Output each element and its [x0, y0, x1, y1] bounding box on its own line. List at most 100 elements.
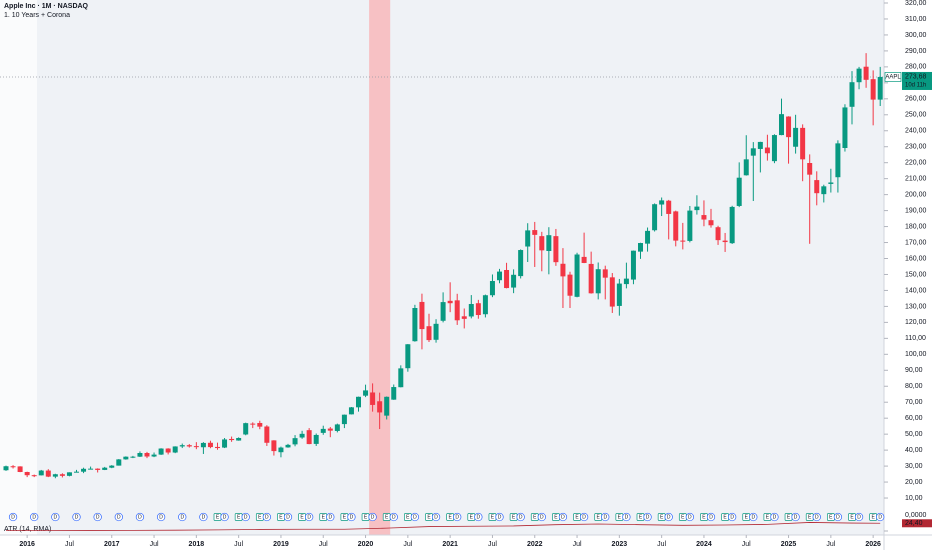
dividends-letter: D — [815, 515, 819, 521]
candle-body — [863, 66, 869, 80]
candle-body — [179, 445, 185, 447]
candle-body — [59, 474, 65, 476]
candle-body — [849, 82, 855, 107]
candle-body — [257, 422, 263, 427]
x-tick-label: Jul — [150, 541, 159, 548]
candle-body — [144, 452, 150, 457]
dividend-marker — [706, 512, 716, 522]
x-tick-label: Jul — [234, 541, 243, 548]
earnings-letter: E — [385, 515, 389, 521]
candle-body — [377, 401, 383, 413]
candle-body — [532, 230, 538, 235]
dividends-letter: D — [244, 515, 248, 521]
dividend-marker — [30, 512, 39, 522]
candle-body — [172, 446, 178, 453]
candle-body — [66, 472, 72, 476]
symbol-tag — [884, 72, 902, 82]
dividends-letter: D — [413, 515, 417, 521]
dividends-letter: D — [751, 515, 755, 521]
candle-body — [412, 308, 418, 342]
dividend-marker — [262, 512, 272, 522]
candle-body — [52, 474, 58, 477]
candle-body — [814, 180, 820, 194]
x-tick-label: Jul — [742, 541, 751, 548]
earnings-letter: E — [639, 515, 643, 521]
earnings-letter: E — [448, 515, 452, 521]
y-tick-label: 280,00 — [905, 64, 927, 71]
dividends-letter: D — [180, 515, 184, 521]
price-tag — [902, 71, 932, 90]
candle-body — [391, 387, 397, 400]
candle-body — [680, 240, 686, 242]
x-tick-label: Jul — [826, 541, 835, 548]
y-tick-label: 220,00 — [905, 160, 927, 167]
dividends-letter: D — [265, 515, 269, 521]
atr-value-label: 24,40 — [905, 520, 923, 527]
candle-body — [461, 316, 467, 319]
candle-body — [327, 428, 333, 431]
earnings-letter: E — [279, 515, 283, 521]
dividends-letter: D — [392, 515, 396, 521]
y-tick-label: 160,00 — [905, 255, 927, 262]
dividend-marker — [368, 512, 377, 522]
candle-body — [736, 177, 742, 206]
candle-body — [715, 227, 721, 241]
dividends-letter: D — [307, 515, 311, 521]
chart-title: Apple Inc · 1M · NASDAQ — [4, 3, 89, 10]
dividends-letter: D — [688, 515, 692, 521]
candle-body — [870, 79, 876, 100]
y-tick-label: 230,00 — [905, 144, 927, 151]
candle-body — [652, 204, 658, 231]
dividend-marker — [622, 512, 631, 522]
candle-body — [313, 434, 319, 444]
x-tick-label: Jul — [573, 541, 582, 548]
candle-body — [24, 472, 30, 476]
dividends-letter: D — [371, 515, 375, 521]
candle-body — [243, 423, 249, 435]
dividend-marker — [72, 512, 81, 522]
candle-body — [426, 326, 432, 341]
candle-body — [694, 206, 700, 211]
candle-body — [475, 303, 481, 316]
candle-body — [539, 236, 545, 251]
symbol-label: AAPL — [885, 75, 901, 81]
x-tick-label: Jul — [657, 541, 666, 548]
candle-body — [348, 407, 354, 415]
candle-body — [193, 446, 199, 448]
dividend-marker — [876, 512, 885, 522]
dividends-letter: D — [434, 515, 438, 521]
dividends-letter: D — [646, 515, 650, 521]
candle-body — [638, 243, 643, 252]
candle-body — [384, 396, 390, 416]
dividend-marker — [305, 512, 314, 522]
candle-body — [45, 470, 51, 477]
candle-body — [856, 68, 862, 83]
earnings-letter: E — [533, 515, 537, 521]
earnings-letter: E — [681, 515, 685, 521]
dividends-letter: D — [561, 515, 565, 521]
candle-body — [123, 456, 129, 460]
y-tick-label: 170,00 — [905, 239, 927, 246]
dividends-letter: D — [794, 515, 798, 521]
x-tick-label: Jul — [488, 541, 497, 548]
candle-body — [116, 459, 122, 466]
candle-body — [701, 215, 707, 220]
candle-body — [292, 438, 298, 445]
dividends-letter: D — [328, 515, 332, 521]
candle-body — [553, 236, 559, 263]
earnings-letter: E — [618, 515, 622, 521]
x-tick-label: 2019 — [273, 541, 289, 548]
earnings-letter: E — [597, 515, 601, 521]
y-tick-label: 180,00 — [905, 223, 927, 230]
dividend-marker — [220, 512, 229, 522]
atr-value-tag — [902, 519, 932, 528]
y-tick-label: 190,00 — [905, 207, 927, 214]
candle-body — [10, 466, 16, 468]
earnings-letter: E — [850, 515, 854, 521]
x-tick-label: 2026 — [865, 541, 881, 548]
candle-body — [757, 141, 763, 149]
dividend-marker — [791, 512, 800, 522]
candle-body — [38, 470, 44, 476]
